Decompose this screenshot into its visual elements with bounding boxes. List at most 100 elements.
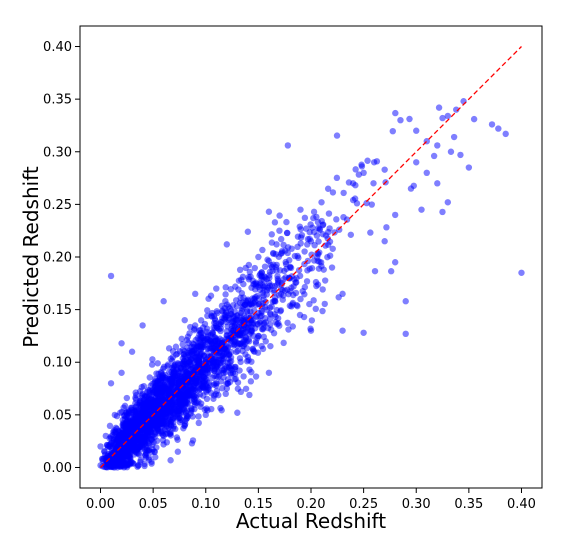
density-point [195,413,202,420]
density-point [181,407,189,414]
density-point [210,343,217,350]
density-point [315,224,322,232]
density-point [116,455,123,462]
data-point [402,298,409,305]
density-point [125,413,132,420]
data-point [349,180,357,187]
density-point [314,257,321,265]
y-tick-label: 0.15 [43,303,72,318]
data-point [444,199,452,206]
data-point [328,264,336,271]
density-point [167,421,175,429]
density-point [274,320,281,328]
density-point [151,406,158,413]
density-point [272,298,279,305]
density-point [289,299,297,307]
density-point [145,427,153,435]
data-point [307,238,315,245]
y-tick-label: 0.20 [43,251,72,266]
density-point [259,246,266,254]
density-point [187,349,195,356]
density-point [141,462,148,470]
density-point [186,330,193,337]
density-point [227,364,234,372]
density-point [195,419,202,427]
data-point [139,322,146,329]
density-point [249,321,256,328]
density-point [152,453,159,461]
density-point [300,313,308,321]
density-point [240,373,247,380]
density-point [250,299,257,307]
density-point [325,241,332,248]
data-point [284,142,292,149]
density-point [182,399,189,407]
density-point [280,339,287,347]
data-point [128,348,136,355]
density-point [310,214,317,222]
density-point [234,347,241,355]
density-point [336,226,343,233]
data-point [118,340,125,347]
density-point [406,115,413,123]
density-point [189,437,197,444]
data-point [276,227,283,234]
density-point [213,387,221,395]
data-point [192,290,199,298]
density-point [172,343,180,350]
density-point [235,330,242,338]
density-point [392,109,399,117]
y-tick-label: 0.35 [43,93,72,108]
density-point [252,340,260,347]
data-point [447,148,455,155]
density-point [358,163,366,170]
data-point [149,416,157,424]
data-point [439,114,446,122]
density-point [142,452,149,459]
density-point [319,307,326,315]
density-point [363,199,370,207]
density-point [389,127,396,135]
density-point [267,342,274,350]
data-point [99,455,106,463]
density-point [191,325,198,332]
density-point [204,307,211,314]
density-point [266,321,274,328]
data-point [255,253,262,261]
data-point [234,316,241,324]
data-point [97,443,104,450]
x-tick-label: 0.30 [402,497,431,512]
density-point [301,248,308,255]
data-point [265,369,273,376]
density-point [106,422,114,430]
density-point [282,258,289,266]
density-point [221,345,228,352]
density-point [241,336,248,344]
density-point [210,381,218,388]
density-point [219,385,226,392]
density-point [209,363,216,370]
density-point [183,413,190,420]
y-tick-label: 0.00 [43,461,72,476]
density-point [145,446,153,454]
density-point [352,166,359,173]
density-point [308,317,316,324]
density-point [116,463,124,470]
density-point [306,300,313,308]
density-point [319,286,326,293]
density-point [270,249,277,257]
density-point [261,263,269,270]
density-point [140,406,147,414]
density-point [158,397,166,405]
density-point [240,280,247,288]
density-point [222,291,229,298]
data-point [434,142,441,149]
data-point [495,125,502,132]
density-point [251,286,259,293]
density-point [439,208,446,216]
density-point [329,245,336,252]
density-point [303,278,311,285]
density-point [198,383,206,390]
density-point [266,315,274,323]
data-point [107,272,115,280]
